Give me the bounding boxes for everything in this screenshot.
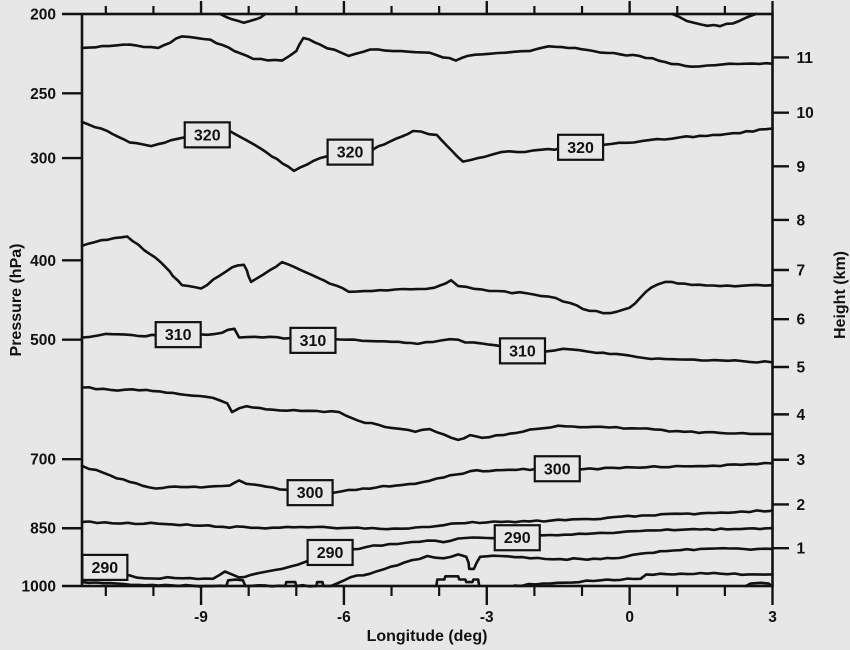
contour-label-320: 320: [337, 145, 364, 162]
pressure-tick-label: 250: [30, 86, 56, 103]
contour-label-300: 300: [297, 485, 324, 502]
plot-frame: [80, 12, 774, 588]
contour-label-290: 290: [92, 560, 119, 577]
height-tick-label: 1: [797, 541, 806, 558]
contour-line-295: [80, 509, 774, 531]
contour-line-305: [80, 386, 774, 442]
contour-label-box-290: [493, 524, 541, 552]
contour-label-320: 320: [194, 127, 221, 144]
height-tick-label: 9: [797, 159, 806, 176]
longitude-tick-label: -6: [337, 609, 351, 626]
height-tick-label: 5: [797, 360, 806, 377]
pressure-axis-title: Pressure (hPa): [8, 243, 25, 357]
contour-line-330: [218, 12, 267, 25]
contour-label-box-310: [154, 321, 202, 349]
pressure-tick-label: 300: [30, 151, 56, 168]
height-tick-label: 6: [797, 312, 806, 329]
contour-line-315: [80, 235, 774, 315]
contour-line-280: [435, 575, 481, 588]
contour-label-310: 310: [165, 327, 192, 344]
height-tick-label: 4: [797, 407, 806, 424]
contour-line-300: [80, 461, 774, 495]
contour-label-box-290: [306, 538, 354, 567]
contour-label-310: 310: [300, 333, 327, 350]
pressure-tick-label: 500: [30, 332, 56, 349]
contour-line-325: [80, 35, 774, 68]
contour-label-310: 310: [509, 343, 536, 360]
contour-label-290: 290: [504, 530, 531, 547]
contour-label-box-310: [289, 326, 337, 354]
contour-line-285: [80, 546, 774, 588]
height-axis-title: Height (km): [832, 251, 849, 339]
contour-label-box-300: [286, 479, 334, 507]
contour-line-275: [744, 581, 773, 588]
longitude-tick-label: 3: [768, 609, 777, 626]
contour-line-290: [80, 526, 774, 581]
pressure-tick-label: 400: [30, 253, 56, 270]
height-tick-label: 10: [797, 105, 814, 122]
contour-label-300: 300: [544, 461, 571, 478]
height-tick-label: 3: [797, 452, 806, 469]
contour-label-box-320: [183, 121, 231, 149]
contour-label-320: 320: [567, 140, 594, 157]
contour-line-280: [513, 571, 774, 588]
contour-label-box-300: [533, 455, 581, 483]
contour-line-330: [671, 12, 758, 28]
contour-label-box-320: [326, 138, 374, 166]
pressure-tick-label: 200: [30, 7, 56, 24]
pressure-tick-label: 1000: [22, 579, 56, 596]
contour-label-box-320: [556, 133, 605, 161]
height-tick-label: 7: [797, 262, 806, 279]
longitude-axis-title: Longitude (deg): [366, 628, 488, 645]
longitude-tick-label: -3: [480, 609, 494, 626]
contour-label-290: 290: [317, 545, 344, 562]
pressure-tick-label: 850: [30, 521, 56, 538]
longitude-tick-label: 0: [625, 609, 634, 626]
height-tick-label: 2: [797, 497, 806, 514]
height-tick-label: 8: [797, 212, 806, 229]
height-tick-label: 11: [797, 50, 814, 67]
contour-label-box-310: [498, 337, 547, 365]
pressure-tick-label: 700: [30, 452, 56, 469]
longitude-tick-label: -9: [194, 609, 208, 626]
